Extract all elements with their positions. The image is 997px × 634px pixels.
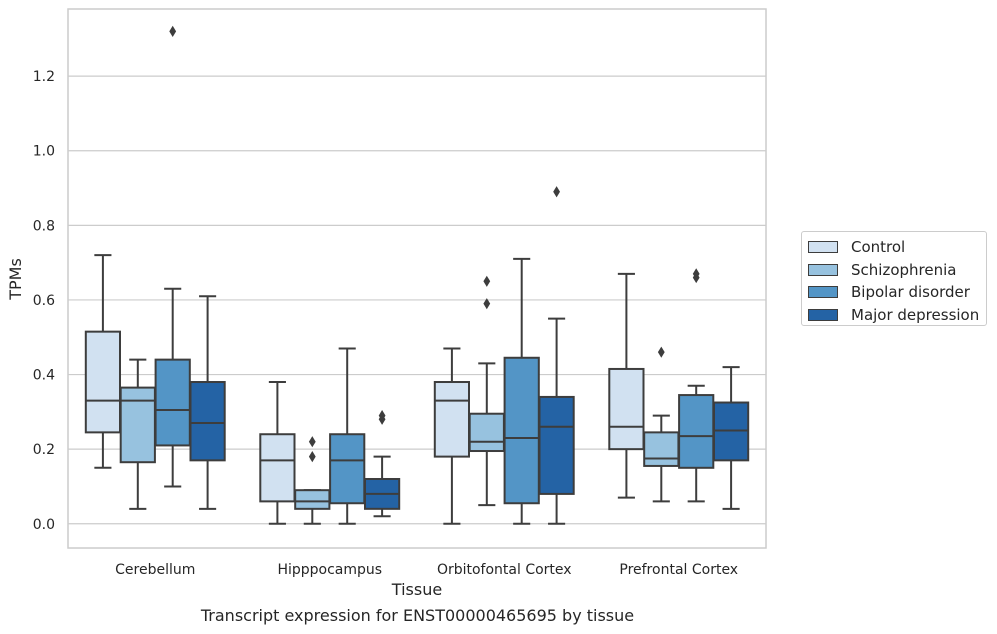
box-iqr (259, 433, 296, 503)
box-iqr (119, 386, 156, 464)
y-tick-label: 1.2 (33, 69, 55, 85)
box-iqr (538, 395, 575, 495)
box-iqr (294, 489, 331, 510)
box-control (433, 347, 471, 525)
legend-swatch (808, 286, 838, 299)
x-tick-label: Orbitofontal Cortex (437, 562, 572, 578)
legend-label: Bipolar disorder (851, 283, 970, 302)
box-iqr (468, 412, 505, 453)
box-iqr (433, 381, 471, 458)
legend-item: Control (808, 236, 986, 259)
x-tick-label: Cerebellum (115, 562, 195, 578)
box-iqr (643, 431, 680, 467)
box-iqr (608, 367, 645, 451)
y-tick-label: 0.6 (33, 293, 55, 309)
outlier-point (553, 186, 560, 198)
legend-swatch (808, 308, 838, 321)
box-major-depression (538, 186, 575, 525)
box-iqr (329, 433, 366, 505)
box-major-depression (712, 366, 750, 510)
y-tick-label: 0.2 (33, 442, 55, 458)
legend-swatch (808, 241, 838, 254)
x-axis-ticks: Cerebellum Hipppocampus Orbitofontal Corte… (115, 562, 738, 578)
box-major-depression (189, 295, 226, 510)
legend-item: Bipolar disorder (808, 281, 986, 304)
box-schizophrenia (119, 358, 156, 510)
box-control (84, 254, 122, 469)
y-tick-label: 1.0 (33, 144, 55, 160)
chart-caption: Transcript expression for ENST0000046569… (200, 606, 635, 625)
box-bipolar-disorder (329, 347, 366, 525)
outlier-point (657, 346, 665, 358)
outlier-point (483, 298, 491, 310)
box-iqr (154, 358, 191, 447)
y-tick-label: 0.0 (33, 517, 55, 533)
y-tick-label: 0.8 (33, 218, 55, 234)
outlier-point (378, 409, 386, 422)
box-iqr (189, 381, 226, 462)
legend: Control Schizophrenia Bipolar disorder Majo… (801, 231, 987, 326)
legend-item: Major depression (808, 304, 986, 327)
box-control (259, 381, 296, 525)
box-groups (84, 25, 750, 525)
outlier-point (308, 451, 316, 463)
y-axis-label: TPMs (6, 258, 25, 301)
box-control (608, 272, 645, 499)
box-major-depression (363, 409, 401, 518)
legend-item: Schizophrenia (808, 259, 986, 282)
outlier-point (169, 25, 177, 37)
y-tick-label: 0.4 (33, 368, 55, 384)
legend-label: Schizophrenia (851, 260, 957, 279)
box-bipolar-disorder (678, 268, 715, 503)
y-axis-ticks: 0.0 0.2 0.4 0.6 0.8 1.0 1.2 (33, 69, 55, 533)
box-iqr (84, 330, 122, 434)
legend-swatch (808, 263, 838, 276)
box-schizophrenia (468, 275, 505, 507)
x-tick-label: Hipppocampus (277, 562, 382, 578)
box-schizophrenia (643, 346, 680, 503)
plot-area-frame (67, 8, 767, 549)
legend-label: Major depression (851, 305, 980, 324)
outlier-point (692, 268, 700, 280)
box-iqr (678, 394, 715, 469)
box-schizophrenia (294, 436, 331, 525)
box-iqr (503, 356, 540, 505)
x-axis-label: Tissue (391, 580, 442, 599)
outlier-point (308, 436, 316, 448)
x-tick-label: Prefrontal Cortex (619, 562, 738, 578)
box-bipolar-disorder (154, 25, 191, 488)
legend-label: Control (851, 238, 906, 257)
box-bipolar-disorder (503, 257, 540, 525)
outlier-point (483, 275, 491, 287)
